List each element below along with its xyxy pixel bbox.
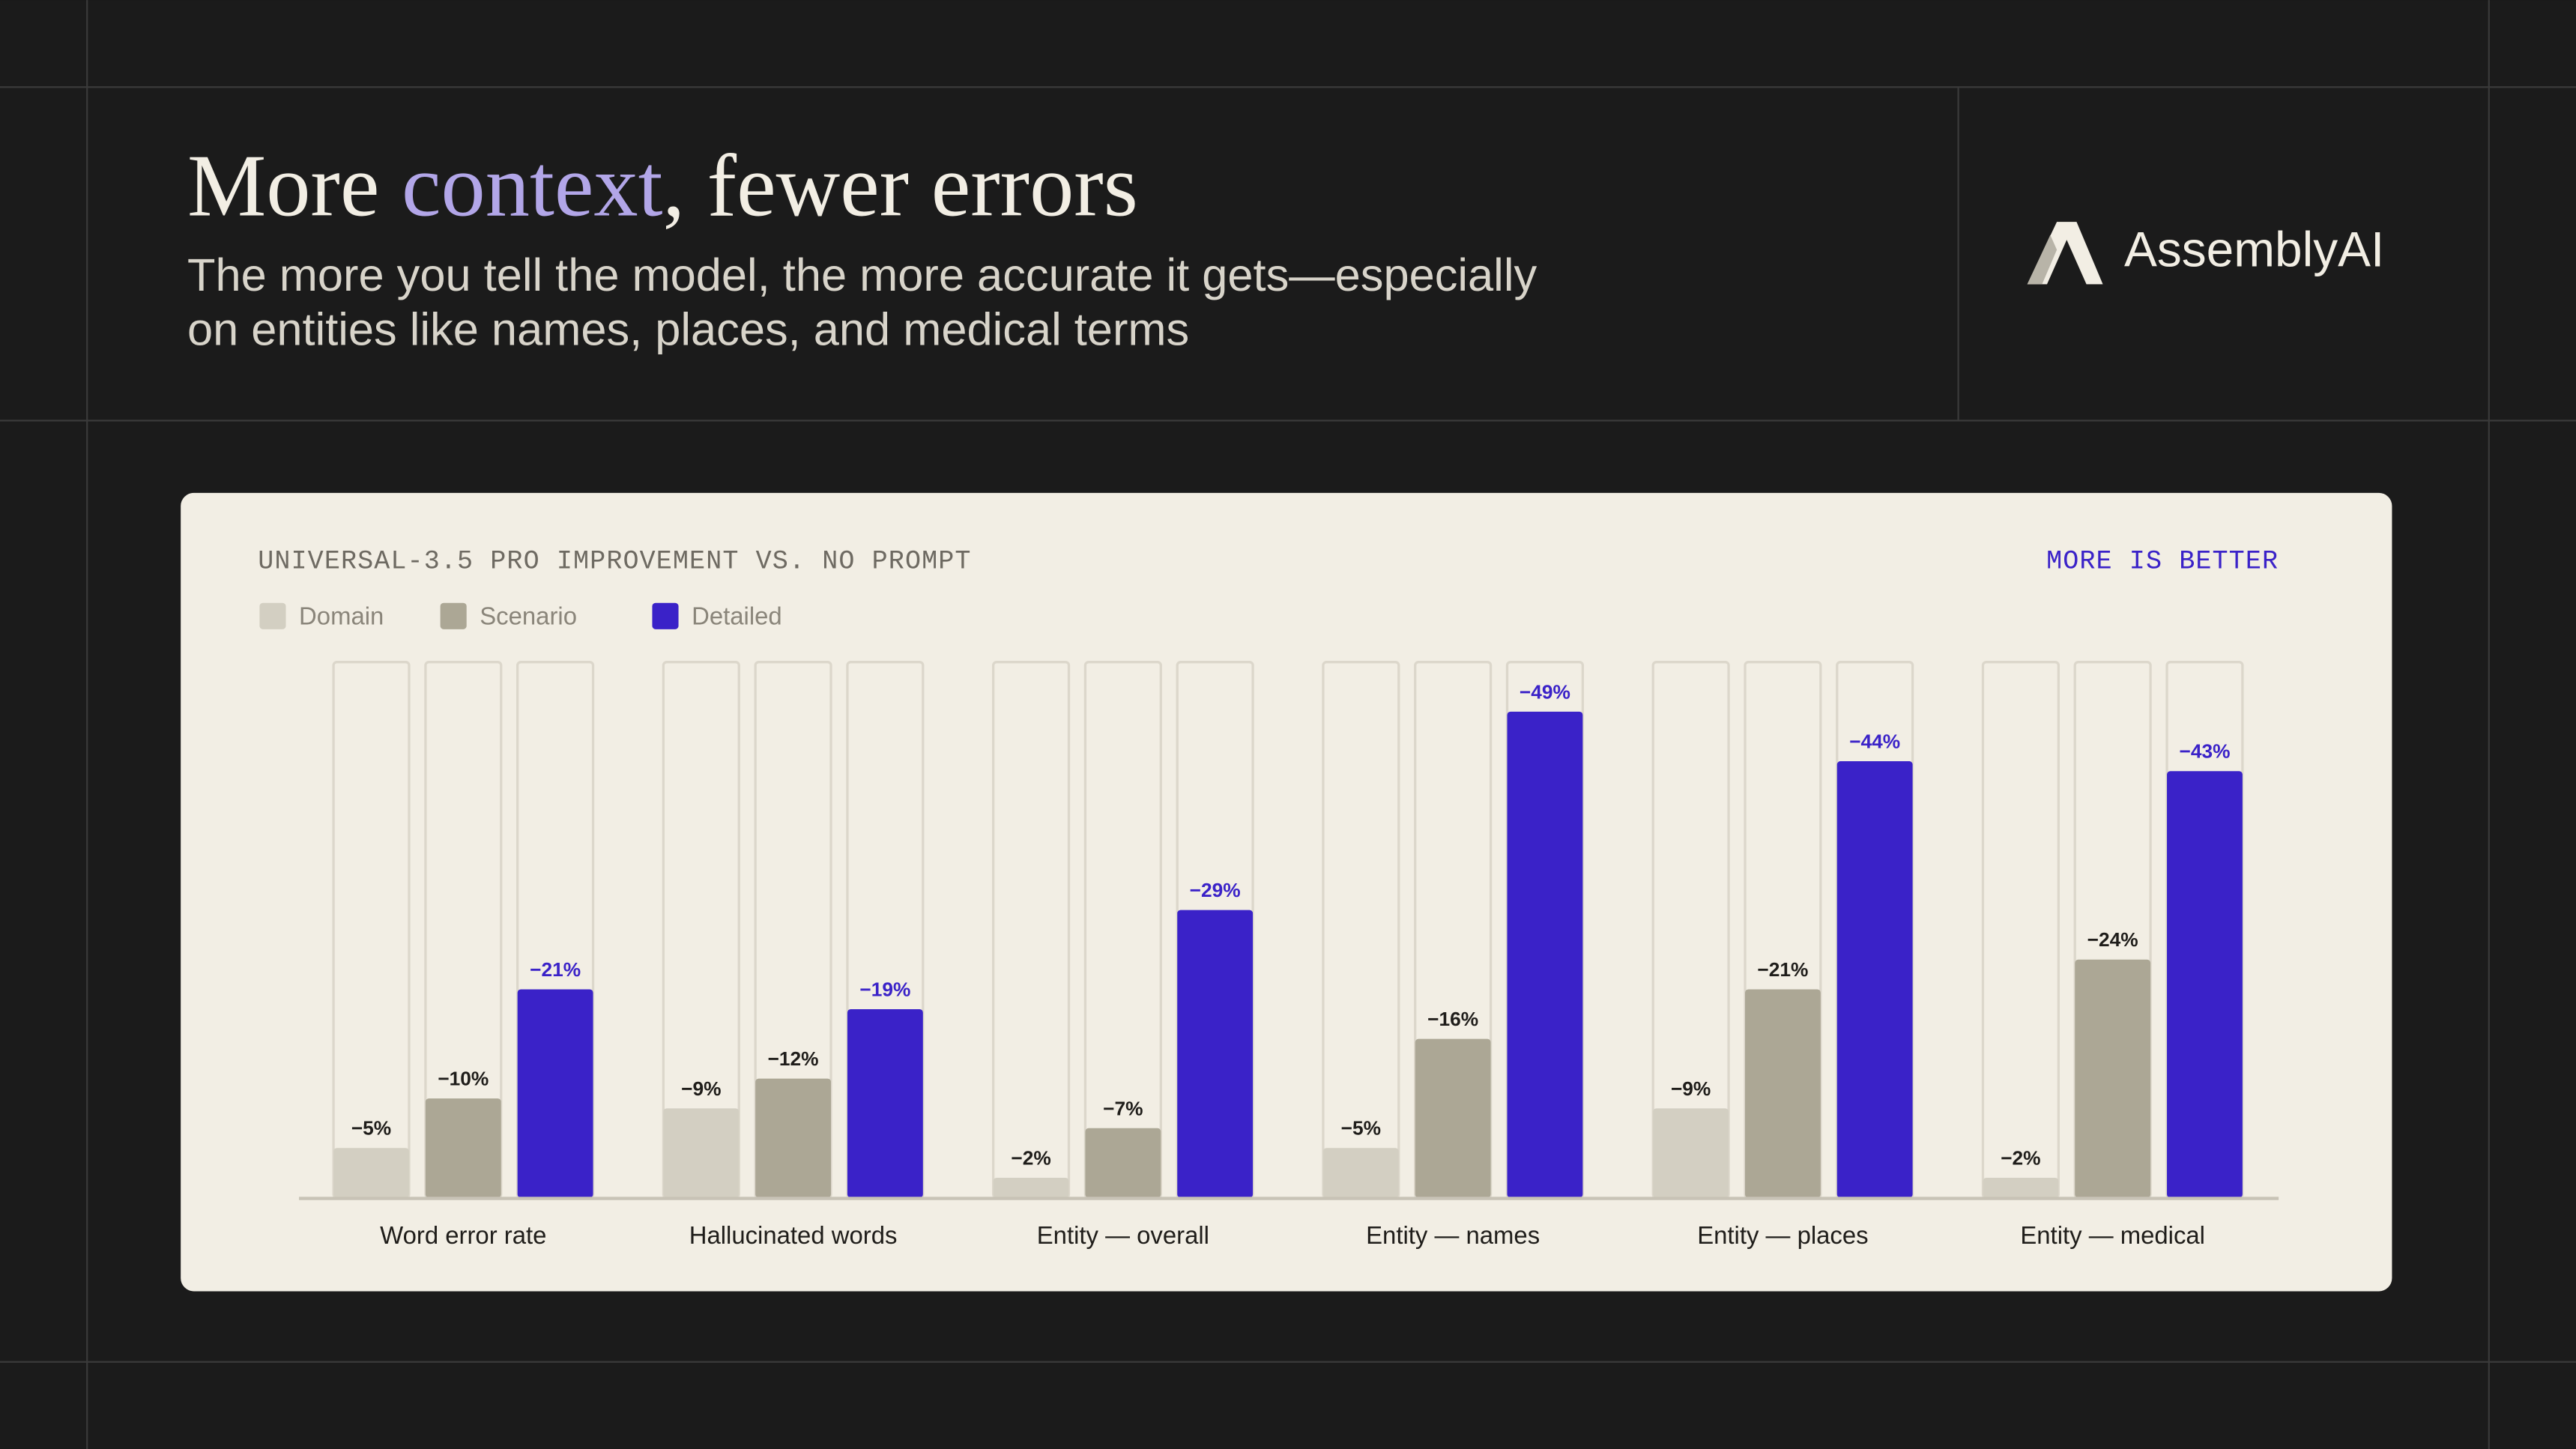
brand-logo xyxy=(2027,222,2103,285)
value-label: −21% xyxy=(1757,958,1808,981)
value-label: −24% xyxy=(2087,928,2138,951)
bar xyxy=(333,1148,409,1198)
page-title: More context, fewer errors xyxy=(187,136,1138,235)
legend-label: Scenario xyxy=(480,602,577,629)
bar xyxy=(1415,1038,1491,1198)
brand-name: AssemblyAI xyxy=(2124,221,2384,276)
bar xyxy=(1322,1148,1399,1198)
x-tick-label: Word error rate xyxy=(380,1221,546,1249)
plot: Domain Scenario Detailed Word error rate −5%… xyxy=(259,602,2244,1249)
x-tick-label: Entity — overall xyxy=(1037,1221,1209,1249)
subtitle-line: on entities like names, places, and medi… xyxy=(187,304,1189,356)
annotation: MORE IS BETTER xyxy=(2046,547,2279,577)
value-label: −21% xyxy=(530,958,581,981)
bar xyxy=(1507,711,1583,1198)
x-tick-label: Hallucinated words xyxy=(689,1221,898,1249)
bar xyxy=(755,1078,832,1198)
value-label: −5% xyxy=(1341,1117,1381,1140)
value-label: −2% xyxy=(2001,1146,2040,1169)
value-label: −29% xyxy=(1190,879,1241,901)
bar xyxy=(663,1108,740,1198)
legend-swatch xyxy=(259,602,286,629)
value-label: −44% xyxy=(1849,730,1900,753)
bar xyxy=(1836,761,1913,1198)
value-label: −49% xyxy=(1520,680,1570,703)
bar xyxy=(2167,771,2243,1198)
value-label: −10% xyxy=(438,1068,489,1090)
value-label: −9% xyxy=(1671,1077,1711,1100)
chart-title: UNIVERSAL-3.5 PRO IMPROVEMENT VS. NO PRO… xyxy=(258,547,971,577)
bar xyxy=(993,1177,1069,1198)
bar xyxy=(1177,910,1254,1198)
title-highlight: context xyxy=(402,136,663,235)
value-label: −2% xyxy=(1011,1146,1050,1169)
value-label: −7% xyxy=(1103,1097,1143,1119)
x-tick-label: Entity — places xyxy=(1697,1221,1868,1249)
title-part: More xyxy=(187,136,402,235)
x-tick-label: Entity — names xyxy=(1366,1221,1540,1249)
value-label: −16% xyxy=(1427,1008,1478,1030)
legend-swatch xyxy=(440,602,467,629)
x-tick-label: Entity — medical xyxy=(2020,1221,2205,1249)
title-part: , fewer errors xyxy=(662,136,1137,235)
bar xyxy=(847,1008,923,1198)
legend-label: Detailed xyxy=(692,602,782,629)
value-label: −5% xyxy=(351,1117,391,1140)
bar xyxy=(1983,1177,2059,1198)
legend-label: Domain xyxy=(299,602,384,629)
value-label: −9% xyxy=(681,1077,721,1100)
legend-swatch xyxy=(652,602,679,629)
bar xyxy=(2075,959,2151,1198)
bar xyxy=(1744,989,1821,1198)
subtitle-line: The more you tell the model, the more ac… xyxy=(187,249,1537,301)
bar xyxy=(425,1098,501,1198)
bar xyxy=(1085,1128,1161,1198)
value-label: −43% xyxy=(2179,740,2230,763)
value-label: −19% xyxy=(859,978,910,1000)
bar xyxy=(517,989,593,1198)
value-label: −12% xyxy=(768,1047,819,1070)
bar xyxy=(1653,1108,1729,1198)
